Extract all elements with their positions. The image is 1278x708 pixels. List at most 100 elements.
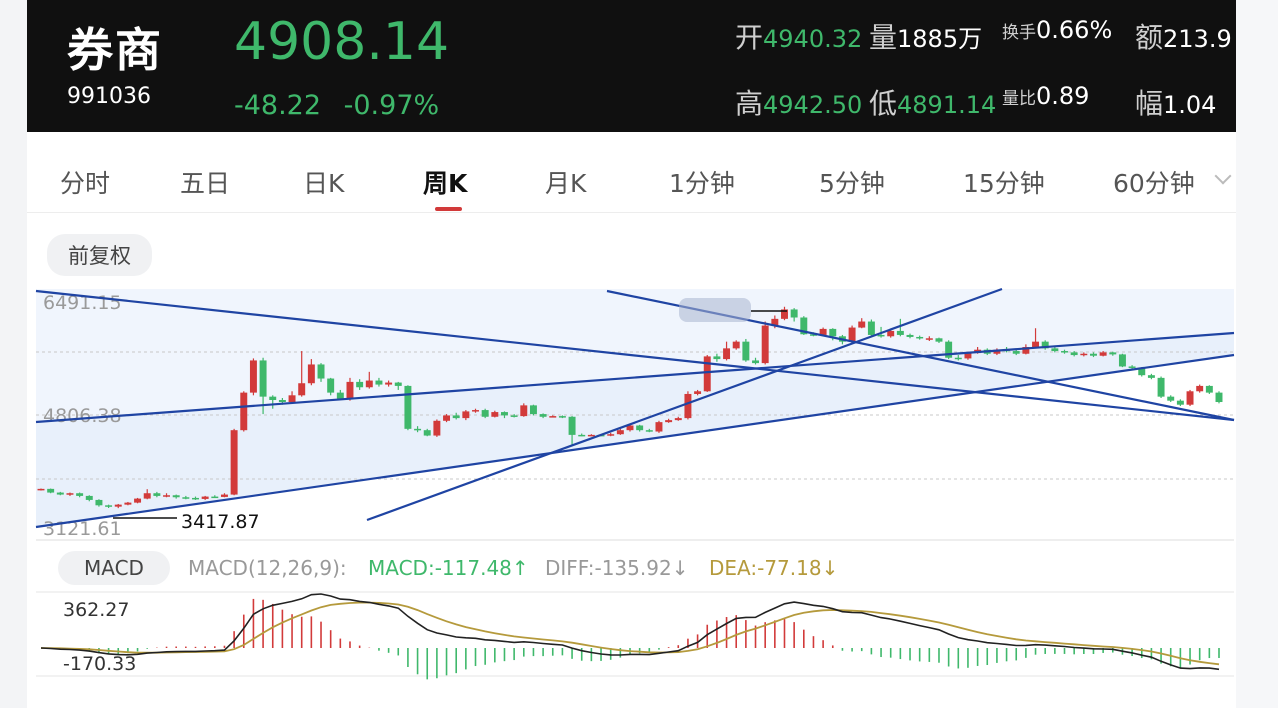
candle (211, 496, 219, 499)
candle (867, 321, 875, 335)
candle (587, 434, 595, 437)
candle (742, 341, 750, 361)
candle (935, 338, 943, 342)
candle (1109, 352, 1117, 355)
candle (703, 356, 711, 392)
candle (1118, 354, 1126, 367)
candle (771, 318, 779, 326)
tab-five-day[interactable]: 五日 (180, 169, 231, 198)
candle (790, 309, 798, 318)
candle (375, 380, 383, 385)
dea-value: DEA:-77.18↓ (709, 556, 839, 580)
candle (56, 492, 64, 495)
candle (781, 309, 788, 319)
candle (85, 495, 93, 500)
tab-intraday[interactable]: 分时 (60, 169, 111, 198)
quote-header: 券商 991036 4908.14 -48.22 -0.97% 开4940.32… (27, 0, 1236, 132)
stock-code: 991036 (67, 84, 151, 109)
stat-turnover-label: 换手 (1002, 23, 1036, 43)
candle (1012, 351, 1020, 354)
tab-1-minute[interactable]: 1分钟 (669, 169, 735, 198)
candle (462, 411, 470, 419)
tab-15-minute[interactable]: 15分钟 (963, 169, 1045, 198)
tab-5-minute[interactable]: 5分钟 (819, 169, 885, 198)
candle (848, 327, 856, 342)
candle (925, 338, 933, 340)
candle (645, 430, 653, 432)
trend-line-0 (35, 331, 1235, 424)
change-value: -48.22 (234, 90, 322, 121)
candle (1022, 347, 1030, 354)
candle (1196, 385, 1204, 392)
candle (134, 498, 142, 503)
active-tab-indicator (435, 207, 462, 211)
candle (394, 382, 402, 386)
candle (356, 381, 364, 388)
stat-turnover: 换手0.66% (1002, 16, 1112, 44)
candle (761, 325, 769, 364)
candle (76, 493, 84, 496)
stat-amount-label: 额 (1135, 21, 1164, 54)
candle (143, 493, 151, 499)
candle (1061, 351, 1068, 353)
candle (182, 497, 190, 499)
candle (1080, 353, 1088, 356)
candle (829, 328, 837, 337)
candle (674, 418, 682, 421)
price-change: -48.22 -0.97% (234, 90, 453, 121)
blurred-marker (679, 298, 751, 322)
candle (259, 360, 267, 397)
macd-y-tick-label-0: 362.27 (63, 599, 129, 621)
candle (201, 496, 209, 499)
tab-monthly-k[interactable]: 月K (545, 169, 587, 198)
right-edge-strip (1236, 0, 1278, 708)
stat-amplitude: 幅1.04 (1135, 82, 1216, 122)
candle (1099, 352, 1107, 356)
candle (616, 430, 624, 435)
stat-volume-value: 1885万 (897, 25, 983, 53)
tab-60-minute[interactable]: 60分钟 (1113, 169, 1195, 198)
stat-amount-value: 213.9 (1163, 25, 1232, 53)
diff-value: DIFF:-135.92↓ (545, 556, 689, 580)
stat-low-value: 4891.14 (897, 91, 997, 119)
stat-volume-label: 量 (869, 21, 898, 54)
stat-amplitude-value: 1.04 (1163, 91, 1217, 119)
candle (105, 505, 113, 507)
stat-high-label: 高 (735, 87, 764, 120)
candle (1032, 341, 1040, 348)
candle (636, 425, 644, 431)
candle (172, 495, 180, 498)
candle (37, 488, 45, 491)
stat-vol-ratio: 量比0.89 (1002, 82, 1089, 110)
macd-value: MACD:-117.48↑ (368, 556, 529, 580)
tab-daily-k[interactable]: 日K (303, 169, 345, 198)
channel-shade-lower (36, 333, 1234, 527)
stat-open-label: 开 (735, 21, 764, 54)
candle (163, 495, 171, 497)
candle (500, 412, 508, 416)
candle (336, 392, 344, 399)
candle (607, 434, 615, 436)
diff-line (40, 593, 1220, 671)
candle (346, 381, 354, 399)
app-shell: 券商 991036 4908.14 -48.22 -0.97% 开4940.32… (27, 0, 1236, 708)
candle (510, 415, 518, 417)
candle (723, 348, 731, 360)
stock-name: 券商 (67, 23, 163, 77)
candle (365, 380, 373, 388)
candle (752, 360, 760, 364)
candle (230, 430, 238, 495)
tab-weekly-k[interactable]: 周K (423, 169, 468, 198)
adjust-button[interactable]: 前复权 (47, 234, 152, 276)
candle (240, 392, 248, 431)
candle (423, 430, 431, 436)
candle (491, 412, 499, 417)
macd-button[interactable]: MACD (58, 551, 170, 585)
candle (1138, 367, 1146, 376)
candle (452, 415, 460, 419)
candle (800, 317, 808, 335)
trend-line-4 (366, 287, 1003, 522)
candle (1205, 385, 1213, 393)
candle (809, 334, 817, 336)
